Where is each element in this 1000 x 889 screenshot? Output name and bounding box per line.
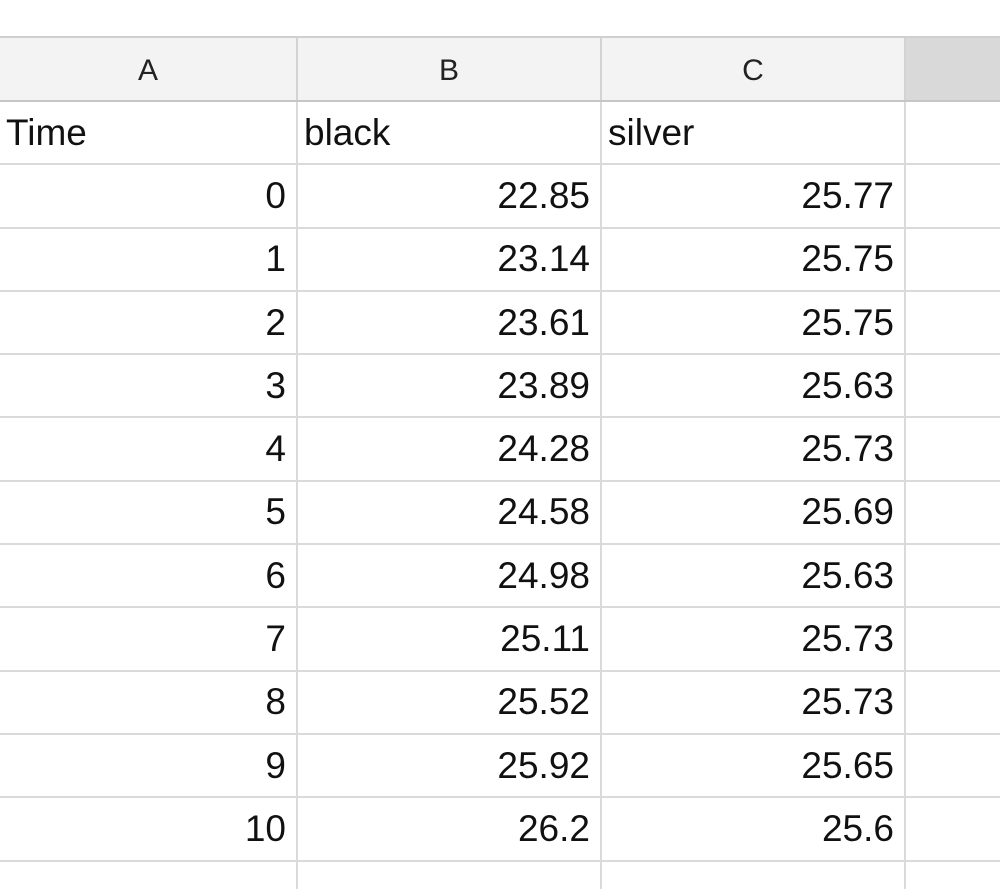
cell-time[interactable]: 2 <box>0 291 298 354</box>
cell-empty[interactable] <box>906 165 1000 226</box>
cell-silver[interactable]: 25.75 <box>602 228 906 290</box>
column-header-c[interactable]: C <box>602 38 906 100</box>
cell-empty[interactable] <box>906 355 1000 416</box>
table-row <box>0 861 1000 889</box>
cell-time[interactable] <box>0 861 298 889</box>
cell-black[interactable]: 23.89 <box>298 355 602 417</box>
cell-empty[interactable] <box>906 292 1000 353</box>
table-row: 7 25.11 25.73 <box>0 608 1000 672</box>
cell-black[interactable] <box>298 861 602 889</box>
cell-silver[interactable]: 25.75 <box>602 291 906 354</box>
cell-silver[interactable]: 25.73 <box>602 671 906 733</box>
cell-d1[interactable] <box>906 102 1000 163</box>
cell-empty[interactable] <box>906 798 1000 859</box>
cell-time[interactable]: 0 <box>0 165 298 227</box>
cell-time[interactable]: 5 <box>0 481 298 544</box>
cell-silver[interactable] <box>602 861 906 889</box>
cell-b1[interactable]: black <box>298 102 602 164</box>
table-row: 3 23.89 25.63 <box>0 355 1000 419</box>
cell-time[interactable]: 7 <box>0 608 298 670</box>
cell-time[interactable]: 10 <box>0 798 298 860</box>
table-row: Time black silver <box>0 102 1000 166</box>
table-row: 8 25.52 25.73 <box>0 671 1000 735</box>
cell-time[interactable]: 4 <box>0 418 298 480</box>
cell-black[interactable]: 23.61 <box>298 291 602 354</box>
cell-silver[interactable]: 25.73 <box>602 608 906 670</box>
cell-empty[interactable] <box>906 672 1000 733</box>
cell-black[interactable]: 22.85 <box>298 165 602 227</box>
table-row: 2 23.61 25.75 <box>0 291 1000 356</box>
cell-silver[interactable]: 25.63 <box>602 355 906 417</box>
column-header-row: A B C <box>0 36 1000 102</box>
cell-a1[interactable]: Time <box>0 102 298 164</box>
cell-empty[interactable] <box>906 608 1000 669</box>
cell-c1[interactable]: silver <box>602 102 906 164</box>
cell-black[interactable]: 26.2 <box>298 798 602 860</box>
cell-black[interactable]: 24.58 <box>298 481 602 544</box>
cell-silver[interactable]: 25.63 <box>602 545 906 607</box>
table-row: 1 23.14 25.75 <box>0 228 1000 292</box>
table-row: 10 26.2 25.6 <box>0 798 1000 862</box>
cell-black[interactable]: 23.14 <box>298 228 602 290</box>
cell-silver[interactable]: 25.77 <box>602 165 906 227</box>
cell-time[interactable]: 3 <box>0 355 298 417</box>
table-row: 6 24.98 25.63 <box>0 545 1000 609</box>
cell-grid: Time black silver 0 22.85 25.77 1 23.14 25.75… <box>0 102 1000 889</box>
cell-empty[interactable] <box>906 545 1000 606</box>
cell-silver[interactable]: 25.73 <box>602 418 906 480</box>
cell-black[interactable]: 25.92 <box>298 734 602 797</box>
cell-black[interactable]: 24.98 <box>298 545 602 607</box>
table-row: 9 25.92 25.65 <box>0 734 1000 799</box>
cell-time[interactable]: 8 <box>0 671 298 733</box>
cell-empty[interactable] <box>906 735 1000 796</box>
cell-black[interactable]: 24.28 <box>298 418 602 480</box>
cell-black[interactable]: 25.11 <box>298 608 602 670</box>
column-header-d[interactable] <box>906 38 1000 100</box>
cell-silver[interactable]: 25.65 <box>602 734 906 797</box>
table-row: 4 24.28 25.73 <box>0 418 1000 482</box>
cell-time[interactable]: 6 <box>0 545 298 607</box>
cell-silver[interactable]: 25.6 <box>602 798 906 860</box>
cell-empty[interactable] <box>906 418 1000 479</box>
cell-black[interactable]: 25.52 <box>298 671 602 733</box>
table-row: 5 24.58 25.69 <box>0 481 1000 546</box>
cell-time[interactable]: 1 <box>0 228 298 290</box>
cell-silver[interactable]: 25.69 <box>602 481 906 544</box>
column-header-a[interactable]: A <box>0 38 298 100</box>
cell-empty[interactable] <box>906 862 1000 889</box>
cell-empty[interactable] <box>906 229 1000 290</box>
cell-empty[interactable] <box>906 482 1000 543</box>
table-row: 0 22.85 25.77 <box>0 165 1000 229</box>
cell-time[interactable]: 9 <box>0 734 298 797</box>
column-header-b[interactable]: B <box>298 38 602 100</box>
